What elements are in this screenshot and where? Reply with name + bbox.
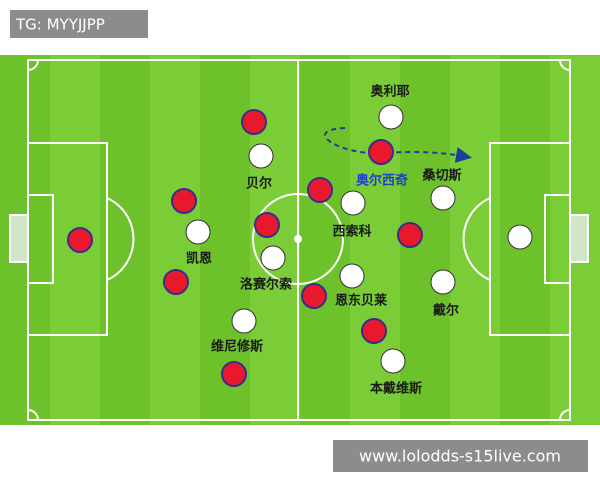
player-white xyxy=(507,224,533,250)
player-red xyxy=(368,139,394,165)
player-white xyxy=(378,104,404,130)
player-label: 维尼修斯 xyxy=(211,339,263,355)
player-label: 洛赛尔索 xyxy=(240,277,292,293)
player-label: 本戴维斯 xyxy=(370,381,422,397)
player-label: 戴尔 xyxy=(433,303,459,319)
player-red xyxy=(171,188,197,214)
player-red xyxy=(301,283,327,309)
player-white xyxy=(380,348,406,374)
player-white xyxy=(340,190,366,216)
player-label: 凯恩 xyxy=(186,251,212,267)
player-red xyxy=(307,177,333,203)
watermark-box xyxy=(333,440,588,472)
player-white xyxy=(231,308,257,334)
player-white xyxy=(260,245,286,271)
pitch-lines xyxy=(9,59,589,421)
player-red xyxy=(163,269,189,295)
player-white xyxy=(248,143,274,169)
player-label: 奥尔西奇 xyxy=(356,173,408,189)
watermark-text: www.lolodds-s15live.com xyxy=(359,447,561,466)
player-red xyxy=(221,361,247,387)
player-red xyxy=(254,212,280,238)
player-white xyxy=(430,269,456,295)
player-label: 恩东贝莱 xyxy=(335,293,387,309)
player-white xyxy=(430,185,456,211)
player-red xyxy=(397,222,423,248)
player-red xyxy=(241,109,267,135)
player-label: 桑切斯 xyxy=(421,168,461,184)
player-white xyxy=(339,263,365,289)
player-label: 奥利耶 xyxy=(370,84,409,100)
tag-text: TG: MYYJJPP xyxy=(15,16,105,34)
player-red xyxy=(361,318,387,344)
player-label: 西索科 xyxy=(332,224,371,240)
tag-box xyxy=(10,10,148,38)
player-label: 贝尔 xyxy=(246,176,272,192)
player-red xyxy=(67,227,93,253)
player-white xyxy=(185,219,211,245)
